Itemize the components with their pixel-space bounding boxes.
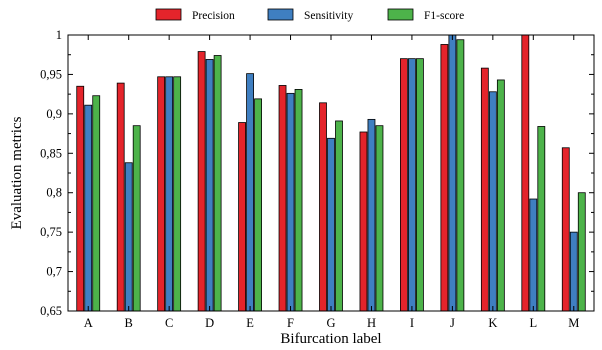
y-tick-label: 0,65	[40, 304, 62, 318]
bar-sensitivity-c	[165, 76, 174, 312]
bar-f1-score-c	[173, 76, 182, 312]
bar-sensitivity-g	[327, 137, 335, 312]
bars-group	[76, 34, 586, 312]
bar-f1-score-a	[92, 95, 101, 312]
bar-sensitivity-k	[488, 91, 497, 312]
legend-label-f1-score: F1-score	[424, 10, 464, 22]
legend-swatch-sensitivity	[267, 8, 294, 21]
bar-precision-c	[157, 76, 166, 312]
bar-f1-score-f	[294, 89, 303, 312]
bar-precision-l	[521, 34, 530, 312]
bar-sensitivity-f	[286, 92, 295, 312]
bar-sensitivity-b	[124, 162, 133, 312]
bar-precision-h	[359, 131, 368, 312]
bar-f1-score-d	[213, 55, 222, 312]
bar-f1-score-l	[537, 126, 546, 312]
x-tick-label: E	[246, 316, 254, 330]
bar-precision-f	[278, 85, 287, 312]
x-axis-title: Bifurcation label	[280, 331, 381, 347]
y-tick-label: 0,9	[46, 107, 62, 121]
x-tick-label: K	[488, 316, 497, 330]
bar-sensitivity-a	[84, 104, 93, 312]
y-axis: 0,65 0,7 0,75 0,8 0,85 0,9 0,95 1	[40, 28, 594, 318]
x-tick-label: G	[326, 316, 335, 330]
y-axis-title: Evaluation metrics	[9, 116, 25, 229]
bar-f1-score-j	[456, 39, 465, 312]
y-tick-label: 0,7	[46, 265, 62, 279]
bar-precision-e	[238, 122, 246, 312]
bar-f1-score-e	[254, 98, 262, 312]
y-tick-label: 0,95	[40, 67, 62, 81]
bar-sensitivity-d	[205, 59, 214, 312]
bar-f1-score-h	[375, 125, 384, 312]
bar-precision-b	[116, 82, 125, 312]
bar-sensitivity-l	[529, 198, 538, 312]
bar-sensitivity-h	[367, 118, 376, 312]
bar-precision-m	[561, 147, 570, 312]
x-tick-label: I	[410, 316, 414, 330]
bar-precision-g	[319, 102, 327, 312]
bar-precision-d	[197, 51, 206, 312]
legend-label-precision: Precision	[192, 10, 235, 22]
x-tick-label: D	[205, 316, 214, 330]
legend-label-sensitivity: Sensitivity	[304, 10, 353, 22]
y-tick-label: 0,75	[40, 225, 62, 239]
bar-precision-k	[480, 67, 489, 312]
bar-f1-score-m	[577, 192, 586, 312]
bar-f1-score-b	[132, 125, 141, 312]
y-tick-label: 0,8	[46, 186, 62, 200]
bar-sensitivity-e	[246, 73, 254, 312]
legend-swatch-precision	[155, 8, 182, 21]
bar-precision-a	[76, 85, 85, 312]
x-tick-label: B	[125, 316, 133, 330]
bar-sensitivity-j	[448, 34, 457, 312]
x-tick-label: H	[367, 316, 376, 330]
x-tick-label: A	[84, 316, 93, 330]
x-tick-label: F	[287, 316, 294, 330]
bar-sensitivity-m	[569, 231, 578, 312]
bar-precision-i	[400, 58, 408, 312]
bar-f1-score-g	[335, 120, 343, 312]
x-tick-label: M	[568, 316, 579, 330]
legend: Precision Sensitivity F1-score	[155, 8, 464, 22]
x-axis: A B C D E F G H I J K L M	[84, 35, 579, 330]
x-tick-label: C	[165, 316, 173, 330]
x-tick-label: L	[529, 316, 537, 330]
bar-precision-j	[440, 44, 449, 312]
y-tick-label: 0,85	[40, 146, 62, 160]
bar-f1-score-k	[496, 79, 505, 312]
x-tick-label: J	[450, 316, 455, 330]
legend-swatch-f1-score	[387, 8, 414, 21]
bar-sensitivity-i	[408, 58, 416, 312]
y-tick-label: 1	[56, 28, 62, 42]
bar-f1-score-i	[416, 58, 424, 312]
